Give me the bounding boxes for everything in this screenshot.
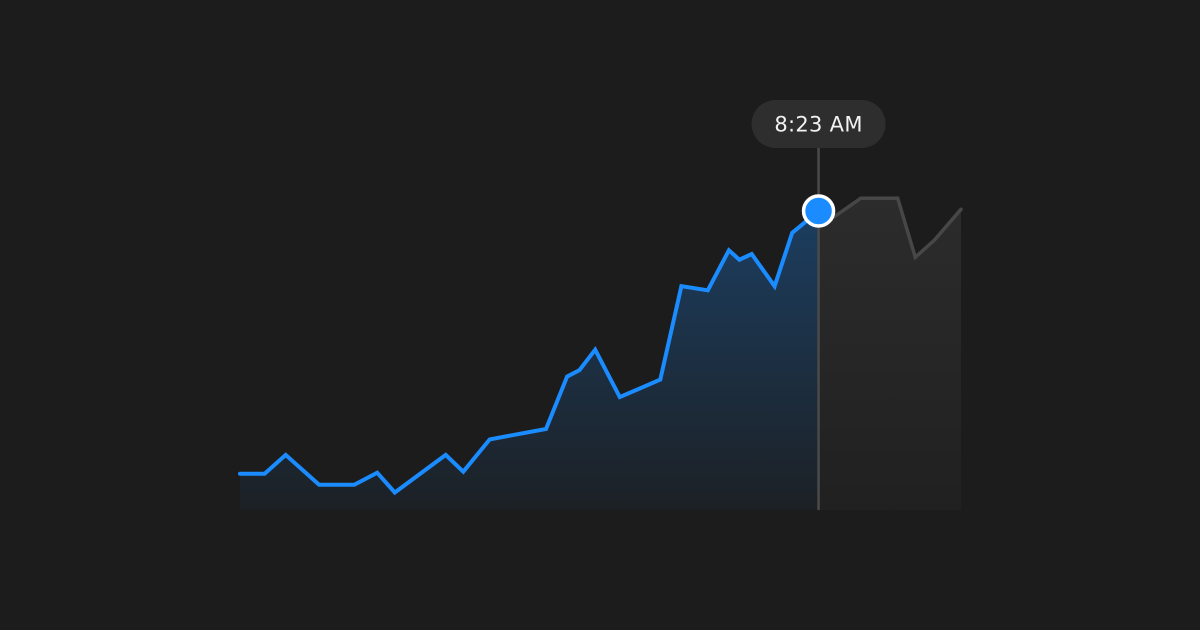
cursor-layer[interactable]: 8:23 AM bbox=[751, 100, 886, 510]
series-line-remaining bbox=[816, 196, 963, 261]
line-layer bbox=[238, 196, 963, 496]
series-area-remaining bbox=[818, 198, 961, 510]
area-layer bbox=[240, 198, 961, 510]
series-line-elapsed bbox=[238, 209, 821, 496]
time-tooltip: 8:23 AM bbox=[751, 100, 886, 148]
tooltip-background bbox=[751, 100, 886, 148]
tooltip-time-label: 8:23 AM bbox=[774, 113, 862, 137]
cursor-marker-dot[interactable] bbox=[801, 194, 836, 228]
series-area-elapsed bbox=[240, 211, 819, 510]
